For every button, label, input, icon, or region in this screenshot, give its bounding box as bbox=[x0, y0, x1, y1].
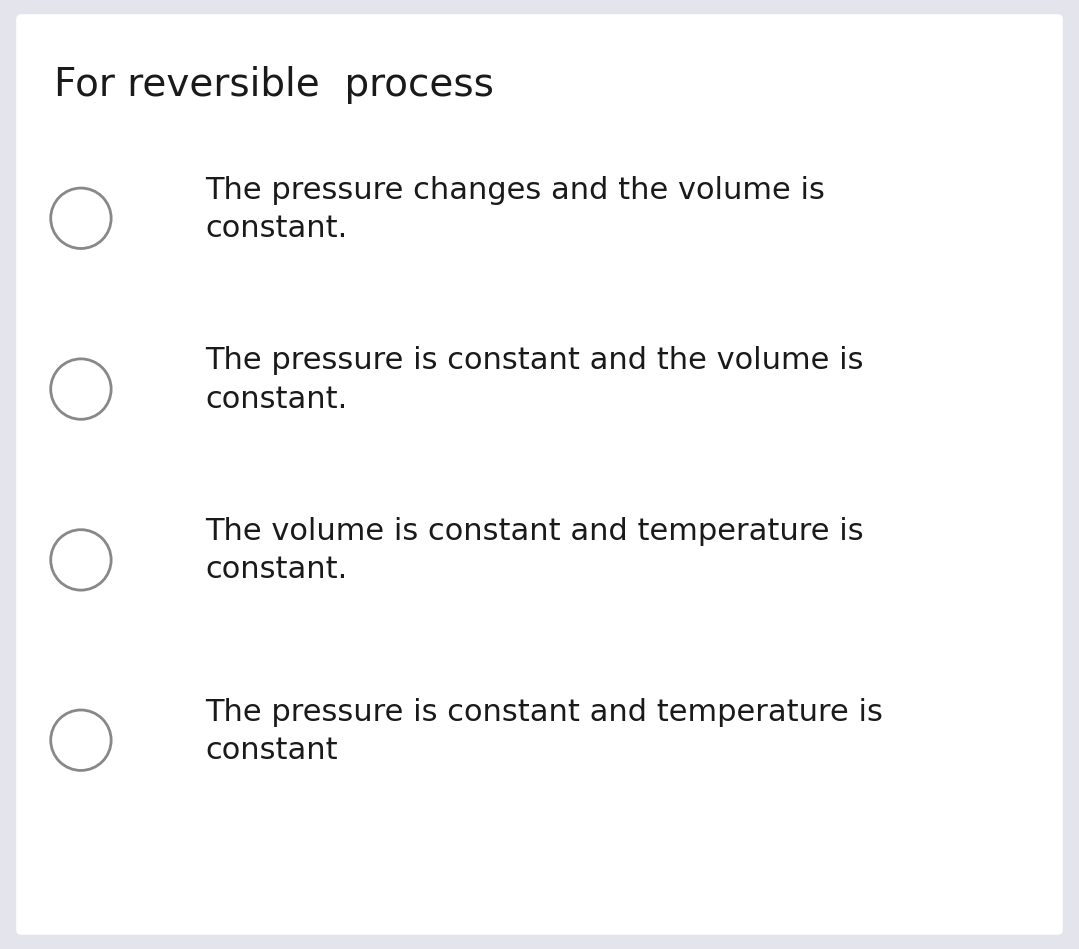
Text: The pressure is constant and temperature is
constant: The pressure is constant and temperature… bbox=[205, 698, 883, 765]
Text: The pressure changes and the volume is
constant.: The pressure changes and the volume is c… bbox=[205, 176, 824, 243]
Text: The pressure is constant and the volume is
constant.: The pressure is constant and the volume … bbox=[205, 346, 863, 414]
Text: The volume is constant and temperature is
constant.: The volume is constant and temperature i… bbox=[205, 517, 863, 585]
Text: For reversible  process: For reversible process bbox=[54, 66, 494, 104]
